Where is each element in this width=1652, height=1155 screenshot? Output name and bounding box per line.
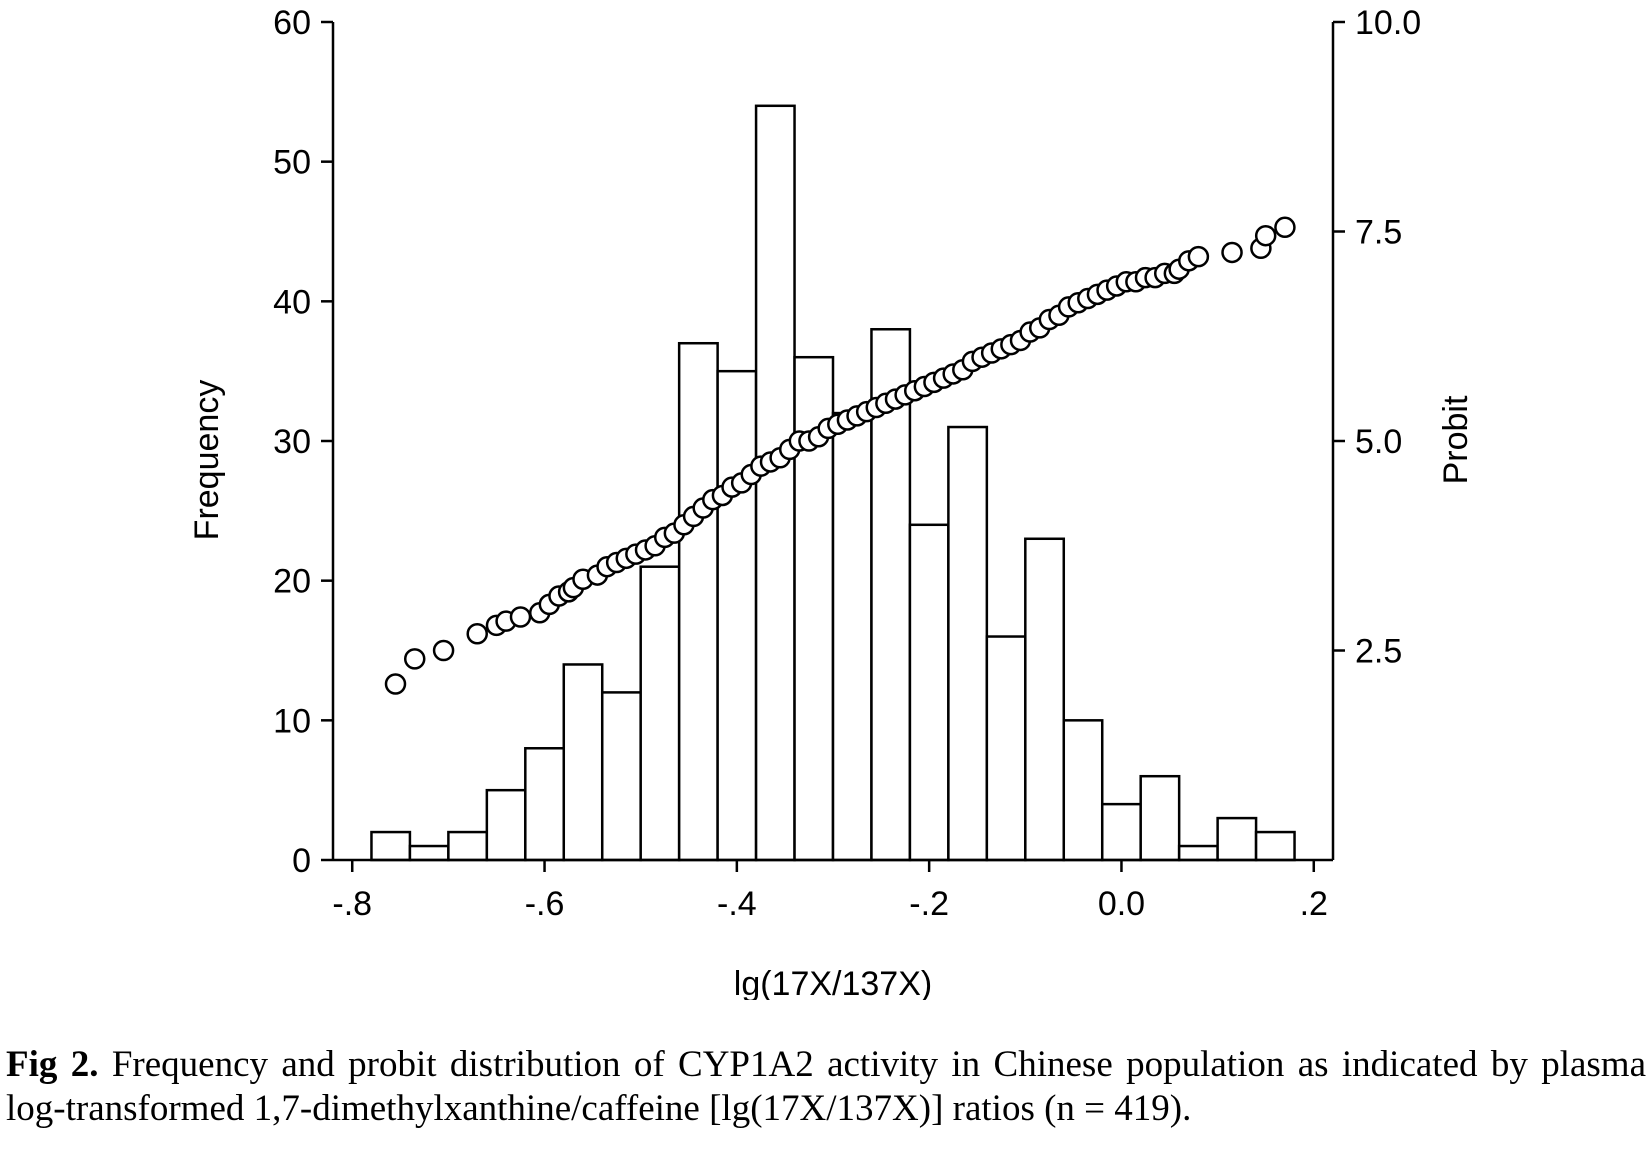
probit-point [1221, 241, 1243, 264]
histogram-bar [1062, 719, 1104, 862]
histogram-bar [408, 844, 450, 862]
y-tick-label: 30 [273, 423, 311, 461]
histogram-bar [1024, 537, 1066, 862]
x-tick-label: 0.0 [1098, 885, 1145, 923]
y-tick-label: 60 [273, 4, 311, 42]
histogram-bar [754, 104, 796, 862]
histogram-bar [370, 830, 412, 862]
histogram-probit-chart: 0 10 20 30 40 50 60 2.5 5.0 7.5 10.0 -.8 -.6 -.4 -.2 0.… [188, 4, 1475, 1000]
histogram-bar [985, 635, 1027, 862]
y-tick-label: 40 [273, 283, 311, 321]
y2-tick-label: 10.0 [1355, 4, 1421, 42]
y2-tick-label: 2.5 [1355, 633, 1402, 671]
probit-point [403, 648, 426, 670]
histogram-bar [639, 565, 681, 862]
histogram-bar [908, 523, 950, 862]
histogram-bar [831, 411, 873, 862]
y-tick-label: 0 [292, 842, 311, 880]
x-tick-label: .2 [1300, 885, 1328, 923]
caption-text: Frequency and probit distribution of CYP… [6, 1044, 1647, 1129]
probit-point [1274, 216, 1296, 239]
x-tick-label: -.6 [525, 885, 565, 923]
histogram-bar [485, 788, 527, 862]
figure-caption: Fig 2. Frequency and probit distribution… [6, 1043, 1646, 1131]
histogram-bar [1254, 830, 1296, 862]
histogram-bar [447, 830, 489, 862]
histogram-bar [562, 663, 604, 862]
histogram-bar [1177, 844, 1219, 862]
x-tick-label: -.4 [717, 885, 757, 923]
y2-axis-title: Probit [1437, 395, 1475, 484]
histogram-bar [677, 341, 719, 862]
histogram-bar [600, 691, 642, 862]
histogram-bar [1100, 802, 1142, 862]
caption-label: Fig 2. [6, 1044, 99, 1085]
probit-point [1254, 224, 1277, 247]
histogram-bar [716, 369, 758, 862]
x-tick-label: -.8 [332, 885, 372, 923]
probit-point [384, 673, 407, 695]
y-tick-label: 10 [273, 702, 311, 740]
probit-point [432, 639, 455, 662]
probit-point [509, 606, 532, 628]
histogram-bar [947, 425, 989, 862]
y-axis-title: Frequency [188, 380, 226, 541]
probit-point [1187, 245, 1210, 268]
x-tick-label: -.2 [909, 885, 949, 923]
y2-tick-label: 7.5 [1355, 214, 1402, 252]
histogram-bar [1216, 816, 1258, 862]
histogram-bar [1139, 774, 1181, 862]
x-axis-title: lg(17X/137X) [734, 965, 932, 1000]
y2-tick-label: 5.0 [1355, 423, 1402, 461]
probit-point [466, 622, 488, 645]
histogram-bar [524, 747, 566, 862]
y-tick-label: 20 [273, 563, 311, 601]
y-tick-label: 50 [273, 144, 311, 182]
